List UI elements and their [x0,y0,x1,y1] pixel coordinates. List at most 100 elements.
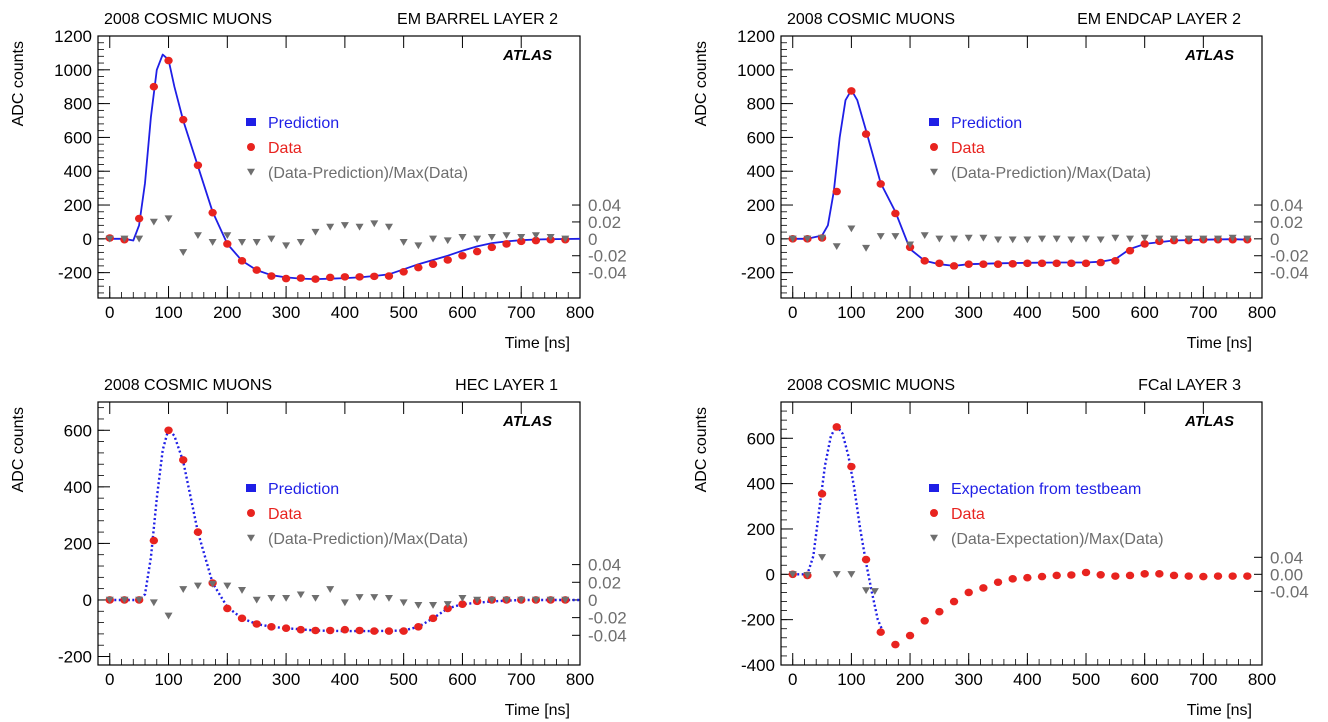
x-tick-label: 0 [788,303,797,322]
data-point [399,268,408,276]
data-point [1008,575,1017,583]
x-tick-label: 100 [154,670,182,689]
residual-point [818,554,827,561]
data-point [1228,572,1237,580]
data-point [1140,570,1149,578]
x-tick-label: 500 [1072,670,1100,689]
residual-point [979,234,988,242]
legend-label: (Data-Prediction)/Max(Data) [268,165,468,182]
residual-point [847,225,856,233]
residual-point [561,235,570,243]
data-point [149,536,159,545]
data-point [355,626,364,635]
x-tick-label: 400 [331,670,359,689]
x-tick-label: 700 [507,670,535,689]
data-point [164,426,173,435]
y-tick-label: 200 [64,196,92,215]
header-right: HEC LAYER 1 [455,377,558,394]
residual-point [818,234,827,242]
x-tick-label: 200 [213,303,241,322]
y-tick-label: 1000 [54,61,92,80]
residual-point [296,239,305,246]
residual-point [531,232,540,240]
data-point [208,208,217,217]
data-point [920,257,929,265]
data-point [223,604,232,613]
x-tick-label: 600 [1130,303,1158,322]
legend-label: Data [268,506,302,523]
data-point [267,272,276,280]
data-point [1023,259,1032,268]
residual-tick-label: 0.02 [588,213,621,232]
residual-point [803,571,812,579]
legend-marker-triangle [930,168,938,176]
data-point [531,236,541,245]
atlas-label: ATLAS [1184,413,1234,430]
residual-point [164,612,173,620]
header-left: 2008 COSMIC MUONS [787,11,955,28]
residual-point [862,587,871,595]
header-left: 2008 COSMIC MUONS [104,11,272,28]
residual-point [429,602,438,609]
x-tick-label: 800 [566,670,594,689]
data-point [905,631,915,640]
residual-point [179,249,188,256]
residual-point [355,223,364,231]
residual-point [384,223,393,231]
data-point [443,256,452,264]
legend-marker-square [929,484,939,492]
data-point [949,597,959,606]
data-point [964,588,973,597]
data-point [1243,572,1252,580]
data-point [311,626,320,635]
data-point [861,130,871,138]
data-point [1037,572,1047,581]
data-point [237,614,247,623]
legend-label: (Data-Expectation)/Max(Data) [951,531,1164,548]
y-axis-title: ADC counts [10,41,27,126]
header-right: EM BARREL LAYER 2 [397,11,558,28]
data-point [949,262,959,270]
residual-point [964,234,973,242]
series-group [788,87,1252,270]
residual-point [920,232,929,240]
residual-point [340,222,349,229]
x-tick-label: 800 [1248,303,1276,322]
data-point [979,584,988,592]
header-right: EM ENDCAP LAYER 2 [1077,11,1241,28]
y-tick-label: 400 [64,478,92,497]
data-point [1096,258,1105,267]
residual-point [399,239,408,246]
residual-point [502,596,511,604]
data-point [487,243,497,252]
series-group [105,426,580,635]
residual-point [1199,235,1208,243]
residual-point [252,239,261,246]
residual-point [282,242,291,250]
residual-point [1184,235,1193,243]
y-tick-label: 600 [747,429,775,448]
residual-point [517,233,526,241]
residual-tick-label: -0.04 [588,264,627,283]
residual-tick-label: 0.00 [1270,565,1303,584]
residual-point [267,235,276,243]
residual-point [1067,236,1076,244]
chart-panel-1: 2008 COSMIC MUONS EM BARREL LAYER 2 ATLAS -… [10,11,627,352]
data-point [164,56,173,65]
residual-point [105,596,114,604]
data-point [1052,259,1061,268]
residual-point [326,586,335,593]
residual-point [1170,235,1179,243]
chart-panel-3: 2008 COSMIC MUONS HEC LAYER 1 ATLAS -200 0 20… [10,377,627,719]
data-point [1140,240,1149,248]
x-tick-label: 800 [1248,670,1276,689]
data-point [847,462,856,471]
residual-point [1155,235,1164,243]
plot-frame [97,35,581,299]
residual-point [355,594,364,601]
residual-tick-label: -0.04 [588,626,627,645]
residual-point [296,591,305,599]
y-tick-label: 800 [64,95,92,114]
data-point [1199,572,1208,581]
residual-point [1214,235,1223,243]
